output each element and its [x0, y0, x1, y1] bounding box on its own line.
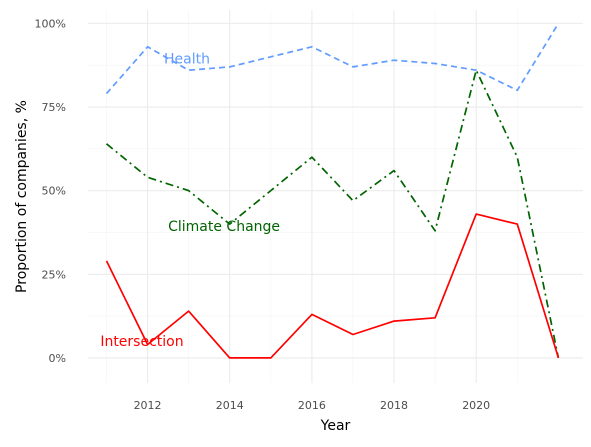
y-tick-label: 50%: [42, 185, 66, 198]
series-line-health: [105, 22, 560, 95]
y-tick-label: 75%: [42, 101, 66, 114]
y-axis-title: Proportion of companies, %: [14, 100, 30, 293]
x-axis-tick-labels: 2012 2014 2016 2018 2020: [134, 399, 491, 412]
minor-gridlines: [88, 10, 583, 383]
y-tick-label: 25%: [42, 268, 66, 281]
x-tick-label: 2020: [462, 399, 490, 412]
y-axis-tick-labels: 0% 25% 50% 75% 100%: [35, 17, 66, 365]
series-labels: Health Climate Change Intersection: [100, 52, 280, 351]
series-label-health: Health: [164, 52, 210, 68]
x-tick-label: 2018: [380, 399, 408, 412]
major-gridlines: [88, 10, 583, 383]
y-tick-label: 0%: [49, 352, 66, 365]
series-label-climate-change: Climate Change: [168, 219, 280, 235]
series-line-climate-change: [105, 69, 560, 359]
series-lines: [105, 22, 560, 359]
x-tick-label: 2012: [134, 399, 162, 412]
series-line-intersection: [105, 213, 560, 359]
x-tick-label: 2014: [216, 399, 244, 412]
series-label-intersection: Intersection: [100, 334, 183, 350]
x-axis-title: Year: [320, 418, 351, 434]
y-tick-label: 100%: [35, 17, 66, 30]
x-tick-label: 2016: [298, 399, 326, 412]
